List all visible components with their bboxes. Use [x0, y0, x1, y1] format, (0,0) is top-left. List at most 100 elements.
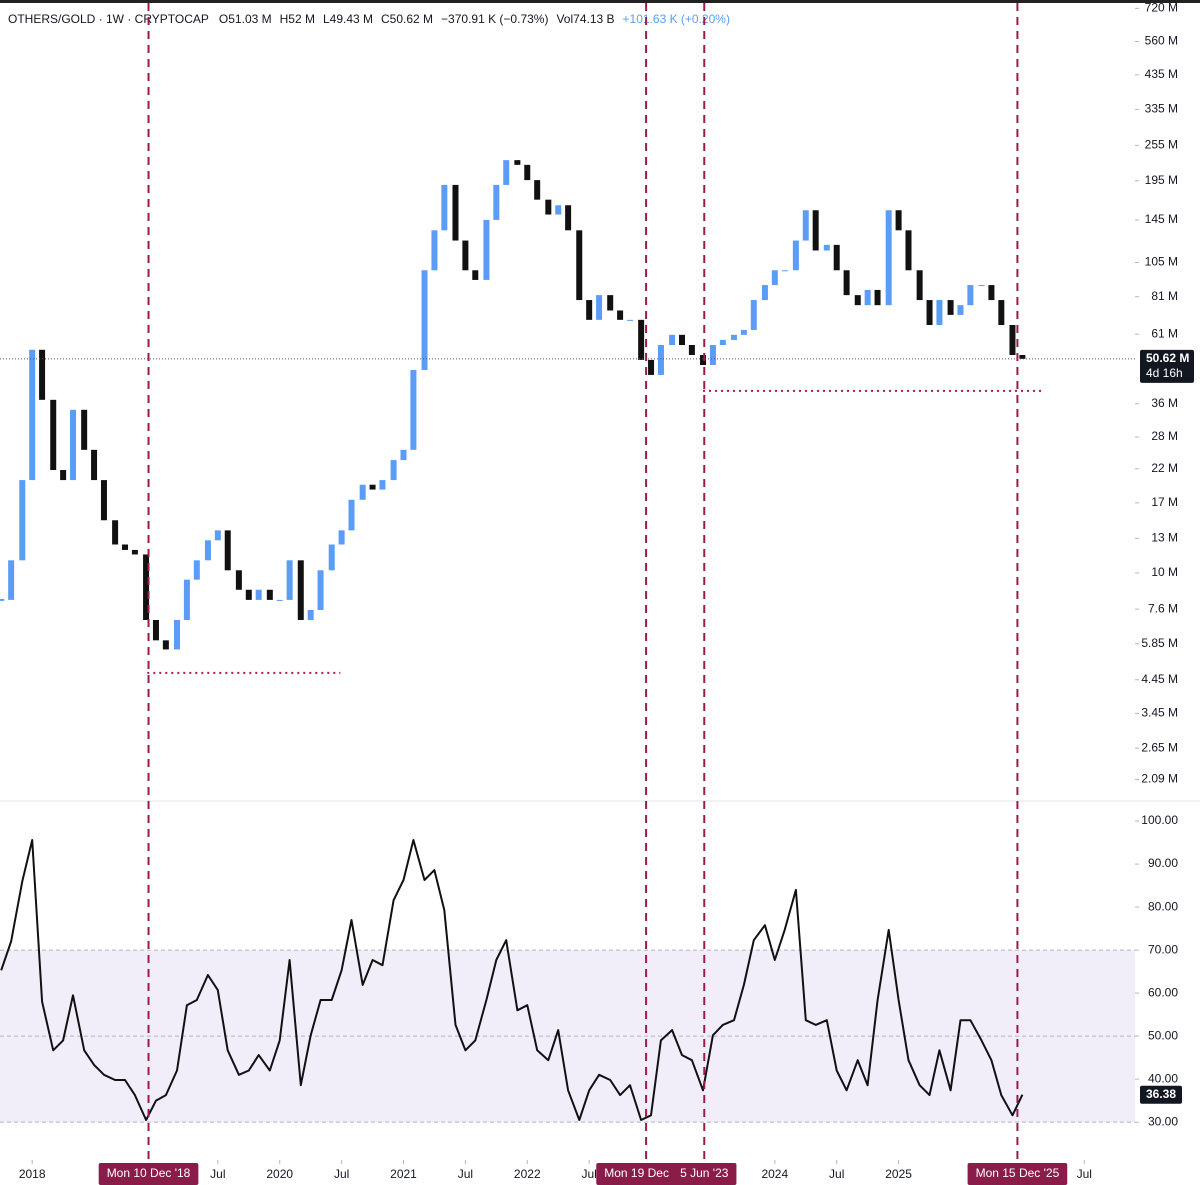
candle — [638, 319, 645, 360]
x-tick-label: Jul — [829, 1167, 844, 1181]
y-tick-label: 90.00 — [1148, 856, 1178, 870]
y-tick-label: 36 M — [1151, 396, 1178, 410]
candle — [472, 270, 479, 280]
y-tick-label: 80.00 — [1148, 899, 1178, 913]
candle — [131, 549, 138, 555]
candle — [338, 530, 345, 545]
candle — [317, 570, 324, 610]
candle — [1009, 324, 1016, 356]
y-tick-label: 2.65 M — [1141, 740, 1178, 754]
header-item: C50.62 M — [381, 12, 433, 26]
candle — [431, 230, 438, 271]
x-tick-label: 2020 — [266, 1167, 293, 1181]
y-tick-label: 335 M — [1145, 102, 1178, 116]
candle — [700, 355, 707, 366]
candle — [678, 334, 685, 346]
candle — [452, 184, 459, 241]
y-tick-label: 435 M — [1145, 67, 1178, 81]
candle — [998, 300, 1005, 325]
y-tick-label: 145 M — [1145, 212, 1178, 226]
last-price-label: 50.62 M — [1146, 351, 1189, 365]
candle — [297, 560, 304, 620]
top-border — [0, 0, 1200, 3]
candle — [885, 210, 892, 306]
candle — [462, 240, 469, 271]
y-tick-label: 105 M — [1145, 255, 1178, 269]
candle — [669, 334, 676, 346]
candle — [60, 470, 67, 481]
candle — [91, 449, 98, 481]
candle — [29, 349, 36, 481]
marker-tag: Mon 10 Dec '18 — [98, 1163, 199, 1185]
y-tick-label: 720 M — [1145, 1, 1178, 15]
candle — [276, 599, 283, 601]
candle — [204, 540, 211, 561]
y-tick-label: 70.00 — [1148, 942, 1178, 956]
header-item: −370.91 K (−0.73%) — [441, 12, 548, 26]
candle — [193, 560, 200, 580]
candle — [576, 230, 583, 301]
candle — [802, 210, 809, 241]
candle — [688, 345, 695, 356]
candle — [441, 184, 448, 231]
candle — [936, 300, 943, 325]
candle — [947, 300, 954, 315]
candle — [255, 589, 262, 600]
candle — [348, 499, 355, 531]
x-tick-label: 2018 — [19, 1167, 46, 1181]
candle — [761, 285, 768, 301]
candle — [503, 160, 510, 185]
candle — [926, 300, 933, 325]
candle — [173, 619, 180, 650]
candle — [143, 554, 150, 620]
marker-tag: Mon 15 Dec '25 — [967, 1163, 1068, 1185]
marker-tag: Mon 19 Dec '22 — [596, 1163, 696, 1185]
marker-box — [672, 1163, 737, 1185]
candle — [895, 210, 902, 231]
volume-change: +101.63 K (+0.20%) — [623, 12, 730, 26]
rsi-last-box — [1140, 1085, 1182, 1104]
rsi-line — [0, 839, 1024, 1121]
header-item: Vol74.13 B — [556, 12, 614, 26]
candle — [916, 270, 923, 301]
candle — [617, 310, 624, 320]
candle — [50, 399, 57, 471]
y-tick-label: 30.00 — [1148, 1114, 1178, 1128]
y-tick-label: 10 M — [1151, 565, 1178, 579]
x-tick-label: 2021 — [390, 1167, 417, 1181]
candle — [627, 319, 634, 321]
candle — [286, 560, 293, 600]
y-tick-label: 100.00 — [1141, 813, 1178, 827]
x-tick-label: Jul — [458, 1167, 473, 1181]
candle — [555, 205, 562, 215]
candle — [369, 484, 376, 490]
candle — [833, 244, 840, 271]
marker-box — [596, 1163, 696, 1185]
header-item: L49.43 M — [323, 12, 373, 26]
candle — [100, 480, 107, 521]
candle — [493, 184, 500, 220]
candle — [421, 270, 428, 371]
y-tick-label: 50.00 — [1148, 1028, 1178, 1042]
candle — [81, 409, 88, 450]
candle — [967, 285, 974, 306]
x-tick-label: Jul — [210, 1167, 225, 1181]
candle — [8, 560, 15, 600]
candle — [112, 520, 119, 545]
marker-label: Mon 19 Dec '22 — [604, 1166, 688, 1180]
last-price-box — [1140, 349, 1194, 383]
marker-tag: 5 Jun '23 — [672, 1163, 737, 1185]
candle — [359, 484, 366, 500]
candle — [596, 295, 603, 320]
y-tick-label: 4.45 M — [1141, 672, 1178, 686]
candle — [565, 205, 572, 231]
y-tick-label: 5.85 M — [1141, 636, 1178, 650]
candle — [524, 164, 531, 181]
candle — [730, 334, 737, 340]
y-tick-label: 81 M — [1151, 289, 1178, 303]
rsi-last-label: 36.38 — [1146, 1087, 1176, 1101]
candle — [183, 579, 190, 620]
y-tick-label: 28 M — [1151, 429, 1178, 443]
candle — [245, 589, 252, 600]
marker-label: 5 Jun '23 — [680, 1166, 729, 1180]
